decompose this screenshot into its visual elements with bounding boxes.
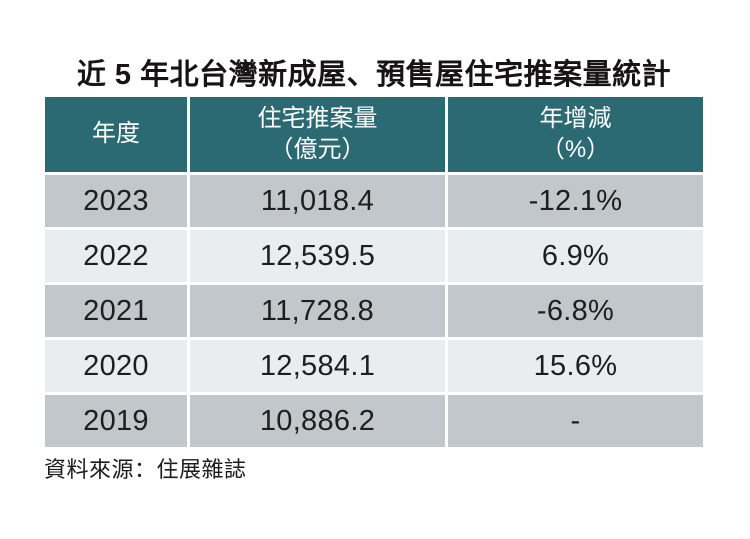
year-cell: 2023 — [45, 175, 187, 227]
amount-cell: 11,728.8 — [190, 285, 445, 337]
amount-cell: 12,584.1 — [190, 340, 445, 392]
amount-cell: 11,018.4 — [190, 175, 445, 227]
header-cell-year-line1: 年度 — [92, 120, 140, 148]
header-cell-change-line2: （%） — [540, 135, 611, 163]
header-cell-year: 年度 — [45, 97, 187, 172]
change-cell: - — [448, 395, 703, 447]
page-title: 近 5 年北台灣新成屋、預售屋住宅推案量統計 — [76, 59, 672, 91]
change-cell: 15.6% — [448, 340, 703, 392]
header-cell-change: 年增減 （%） — [448, 97, 703, 172]
header-cell-amount-line1: 住宅推案量 — [257, 105, 378, 133]
change-cell: -6.8% — [448, 285, 703, 337]
change-cell: 6.9% — [448, 230, 703, 282]
change-cell: -12.1% — [448, 175, 703, 227]
amount-cell: 10,886.2 — [190, 395, 445, 447]
source-note: 資料來源：住展雜誌 — [44, 457, 247, 482]
year-cell: 2021 — [45, 285, 187, 337]
year-cell: 2020 — [45, 340, 187, 392]
header-cell-change-line1: 年增減 — [539, 105, 612, 133]
header-cell-amount: 住宅推案量 （億元） — [190, 97, 445, 172]
year-cell: 2022 — [45, 230, 187, 282]
year-cell: 2019 — [45, 395, 187, 447]
amount-cell: 12,539.5 — [190, 230, 445, 282]
header-cell-amount-line2: （億元） — [269, 135, 366, 163]
stats-table: 年度 住宅推案量 （億元） 年增減 （%） 2023 11,018.4 -12.1%… — [45, 97, 703, 447]
